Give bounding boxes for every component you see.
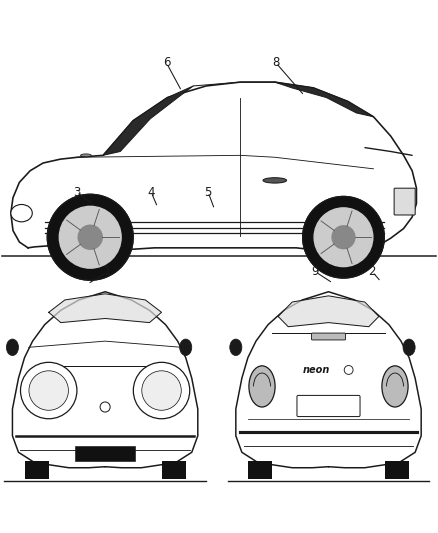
Circle shape bbox=[59, 206, 121, 268]
Ellipse shape bbox=[7, 339, 18, 356]
Text: 8: 8 bbox=[272, 56, 279, 69]
Polygon shape bbox=[49, 294, 162, 322]
Bar bbox=[25, 461, 49, 479]
Circle shape bbox=[133, 362, 190, 419]
Text: neon: neon bbox=[303, 365, 330, 375]
Ellipse shape bbox=[249, 366, 275, 407]
Bar bbox=[75, 446, 135, 461]
Text: 3: 3 bbox=[73, 185, 80, 198]
Ellipse shape bbox=[11, 205, 32, 222]
Ellipse shape bbox=[263, 177, 286, 183]
Ellipse shape bbox=[230, 339, 242, 356]
Ellipse shape bbox=[382, 366, 408, 407]
Circle shape bbox=[332, 226, 355, 249]
Circle shape bbox=[314, 208, 373, 266]
Circle shape bbox=[78, 225, 102, 249]
Ellipse shape bbox=[81, 154, 91, 157]
Text: 5: 5 bbox=[205, 185, 212, 198]
Circle shape bbox=[142, 371, 181, 410]
Text: 4: 4 bbox=[147, 185, 155, 198]
Circle shape bbox=[303, 197, 384, 278]
Circle shape bbox=[344, 366, 353, 374]
Polygon shape bbox=[278, 296, 379, 327]
Bar bbox=[385, 461, 409, 479]
Text: 9: 9 bbox=[311, 265, 319, 278]
Polygon shape bbox=[11, 82, 417, 250]
Bar bbox=[248, 461, 272, 479]
Polygon shape bbox=[12, 292, 198, 468]
FancyBboxPatch shape bbox=[311, 333, 346, 340]
Ellipse shape bbox=[403, 339, 415, 356]
Polygon shape bbox=[103, 86, 193, 155]
FancyBboxPatch shape bbox=[394, 188, 415, 215]
Bar bbox=[162, 461, 186, 479]
Circle shape bbox=[47, 195, 133, 280]
Text: 2: 2 bbox=[368, 265, 376, 278]
Circle shape bbox=[21, 362, 77, 419]
Circle shape bbox=[100, 402, 110, 412]
FancyBboxPatch shape bbox=[297, 395, 360, 417]
Text: 1: 1 bbox=[103, 265, 111, 278]
Polygon shape bbox=[275, 82, 374, 117]
Circle shape bbox=[29, 371, 68, 410]
Ellipse shape bbox=[180, 339, 192, 356]
Polygon shape bbox=[236, 292, 421, 468]
Text: 6: 6 bbox=[162, 56, 170, 69]
